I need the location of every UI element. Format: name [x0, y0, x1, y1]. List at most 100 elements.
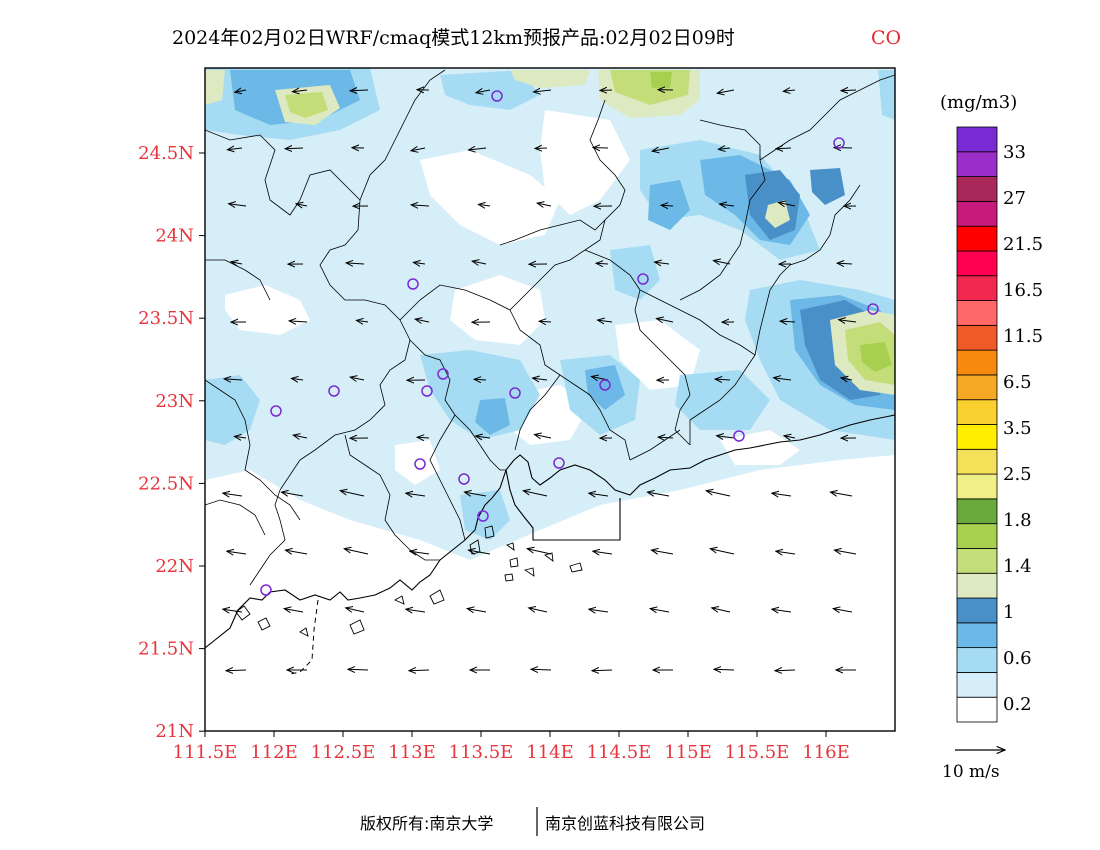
- wind-arrow: [231, 262, 243, 264]
- monitoring-station-marker: [414, 458, 426, 470]
- map-area: [205, 68, 895, 731]
- wind-arrow: [478, 204, 491, 206]
- wind-arrow: [411, 205, 430, 206]
- colorbar-label: 3.5: [1003, 418, 1032, 439]
- wind-arrow: [227, 148, 243, 150]
- wind-arrow: [474, 379, 487, 380]
- colorbar-band: [956, 473, 998, 500]
- wind-arrow: [841, 90, 857, 91]
- wind-arrow: [348, 669, 369, 670]
- wind-arrow: [772, 493, 792, 496]
- wind-arrow: [651, 550, 674, 554]
- wind-vectors: [223, 90, 857, 671]
- colorbar-band: [956, 324, 998, 351]
- wind-arrow: [468, 550, 491, 554]
- colorbar-label: 0.2: [1003, 694, 1032, 715]
- monitoring-station-marker: [328, 385, 340, 397]
- wind-arrow: [780, 321, 796, 322]
- y-tick-label: 22N: [155, 556, 194, 577]
- monitoring-station-marker: [421, 385, 433, 397]
- wind-arrow: [411, 148, 426, 151]
- colorbar-band: [956, 151, 998, 177]
- wind-arrow: [476, 436, 491, 438]
- wind-arrow: [658, 437, 674, 438]
- x-tick-label: 114.5E: [587, 742, 652, 763]
- monitoring-station-marker: [477, 510, 489, 522]
- wind-arrow: [284, 609, 304, 612]
- wind-arrow: [293, 435, 308, 438]
- x-tick-label: 112E: [250, 742, 298, 763]
- wind-arrow: [285, 550, 308, 554]
- x-tick-label: 112.5E: [311, 742, 376, 763]
- wind-arrow: [706, 491, 731, 497]
- wind-arrow: [833, 609, 853, 612]
- colorbar-band: [956, 672, 998, 698]
- colorbar: [956, 126, 998, 723]
- colorbar-label: 21.5: [1003, 234, 1043, 255]
- wind-arrow: [720, 204, 735, 206]
- wind-arrow: [534, 90, 552, 92]
- wind-arrow: [285, 148, 304, 149]
- wind-arrow: [661, 205, 674, 206]
- wind-arrow: [472, 261, 487, 264]
- wind-arrow: [593, 551, 613, 554]
- x-tick-label: 116E: [802, 742, 850, 763]
- colorbar-label: 2.5: [1003, 464, 1032, 485]
- colorbar-labels: 33 27 21.5 16.5 11.5 6.5 3.5 2.5 1.8 1.4 1 0.6 0.2: [1003, 142, 1043, 715]
- y-tick-label: 21.5N: [138, 639, 194, 660]
- wind-arrow: [656, 319, 674, 323]
- wind-key: 10 m/s: [942, 750, 1005, 782]
- wind-arrow: [652, 148, 670, 151]
- sea-boundary-dashed: [289, 599, 319, 675]
- wind-arrow: [539, 321, 552, 322]
- wind-arrow: [223, 609, 243, 612]
- y-tick-label: 22.5N: [138, 473, 194, 494]
- wind-arrow: [535, 148, 548, 149]
- colorbar-band: [956, 200, 998, 227]
- colorbar-band: [956, 523, 998, 549]
- wind-arrow: [655, 262, 670, 264]
- wind-arrow: [830, 492, 853, 496]
- wind-arrow: [350, 90, 369, 91]
- y-tick-label: 21N: [155, 721, 194, 742]
- wind-arrow: [596, 263, 609, 264]
- colorbar-label: 1.4: [1003, 556, 1032, 577]
- colorbar-band: [956, 696, 998, 723]
- chart-title: 2024年02月02日WRF/cmaq模式12km预报产品:02月02日09时: [172, 27, 735, 49]
- wind-arrow: [533, 378, 548, 380]
- colorbar-label: 1: [1003, 602, 1014, 623]
- colorbar-band: [956, 374, 998, 401]
- wind-arrow: [229, 204, 247, 206]
- wind-arrow: [713, 261, 731, 265]
- wind-arrow: [292, 90, 308, 92]
- wind-arrow: [291, 378, 304, 380]
- monitoring-station-marker: [833, 137, 845, 149]
- wind-arrow: [589, 609, 609, 612]
- wind-arrow: [296, 204, 308, 206]
- wind-arrow: [715, 379, 731, 380]
- colorbar-unit: (mg/m3): [940, 92, 1017, 113]
- monitoring-station-marker: [458, 473, 470, 485]
- wind-arrow: [650, 609, 670, 612]
- wind-arrow: [841, 378, 853, 380]
- wind-arrow: [600, 90, 613, 91]
- colorbar-label: 33: [1003, 142, 1026, 163]
- monitoring-station-marker: [407, 278, 419, 290]
- wind-arrow: [227, 551, 247, 554]
- colorbar-band: [956, 349, 998, 376]
- colorbar-band: [956, 300, 998, 326]
- x-tick-label: 113E: [388, 742, 436, 763]
- colorbar-band: [956, 250, 998, 277]
- colorbar-band: [956, 597, 998, 624]
- colorbar-band: [956, 548, 998, 574]
- wind-arrow: [784, 436, 796, 438]
- wind-arrow: [226, 670, 247, 671]
- x-axis: 111.5E 112E 112.5E 113E 113.5E 114E 114.5E 115E…: [173, 731, 850, 763]
- wind-arrow: [346, 263, 365, 264]
- pearl-river-estuary: [505, 469, 621, 541]
- x-tick-label: 115E: [664, 742, 712, 763]
- wind-arrow: [776, 551, 796, 554]
- wind-arrow: [527, 549, 552, 555]
- colorbar-band: [956, 448, 998, 475]
- colorbar-label: 6.5: [1003, 372, 1032, 393]
